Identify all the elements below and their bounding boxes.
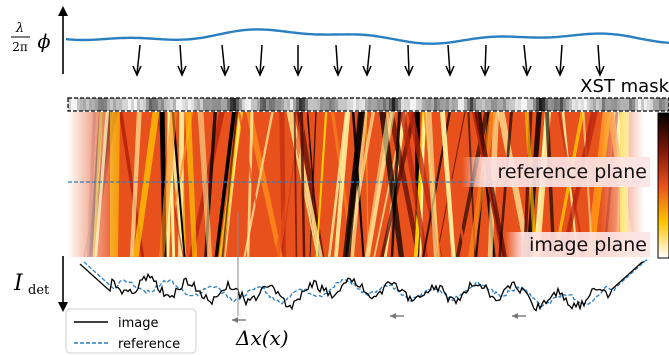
- displacement-arrow-icon: [390, 313, 404, 319]
- legend-image-label: image: [118, 316, 159, 331]
- reference-plane-label: reference plane: [498, 161, 647, 183]
- down-arrow-icon: [333, 44, 343, 77]
- phase-axis: [58, 6, 68, 74]
- legend-reference-label: reference: [118, 337, 180, 352]
- phase-wave: [65, 28, 669, 45]
- reference-trace: [83, 259, 649, 308]
- image-trace: [79, 261, 645, 312]
- down-arrow-icon: [362, 44, 372, 77]
- phase-label: λ 2π ϕ: [11, 21, 51, 54]
- phase-symbol: ϕ: [38, 31, 51, 53]
- down-arrow-icon: [177, 44, 187, 77]
- axis-arrow-icon: [58, 6, 68, 16]
- down-arrow-icon: [480, 44, 490, 77]
- xst-mask: [67, 97, 669, 112]
- phase-label-numerator: λ: [15, 21, 24, 36]
- down-arrow-icon: [595, 44, 605, 77]
- phase-label-denominator: 2π: [12, 40, 28, 54]
- colorbar: [657, 112, 669, 259]
- image-plane-label-bg: [505, 232, 650, 257]
- intensity-label: I det: [13, 271, 50, 298]
- down-arrow-icon: [404, 44, 414, 77]
- down-arrow-icon: [255, 44, 265, 77]
- down-arrow-icon: [293, 45, 303, 77]
- reference-plane-label-bg: [462, 157, 650, 187]
- down-arrow-icon: [445, 44, 455, 77]
- displacement-arrow-icon: [232, 317, 246, 323]
- incident-arrows: [132, 44, 605, 77]
- displacement-arrow-icon: [512, 313, 526, 319]
- intensity-subscript: det: [28, 283, 50, 298]
- down-arrow-icon: [522, 44, 532, 77]
- mask-label: XST mask: [580, 76, 669, 97]
- intensity-axis: [58, 256, 68, 312]
- displacement-arrows: [232, 313, 526, 323]
- displacement-label: Δx(x): [235, 326, 289, 350]
- axis-arrow-down-icon: [58, 302, 68, 312]
- image-plane-label: image plane: [529, 234, 647, 256]
- down-arrow-icon: [555, 44, 565, 77]
- intensity-symbol: I: [13, 271, 24, 296]
- down-arrow-icon: [220, 44, 230, 77]
- down-arrow-icon: [132, 44, 142, 77]
- legend: image reference: [65, 308, 197, 354]
